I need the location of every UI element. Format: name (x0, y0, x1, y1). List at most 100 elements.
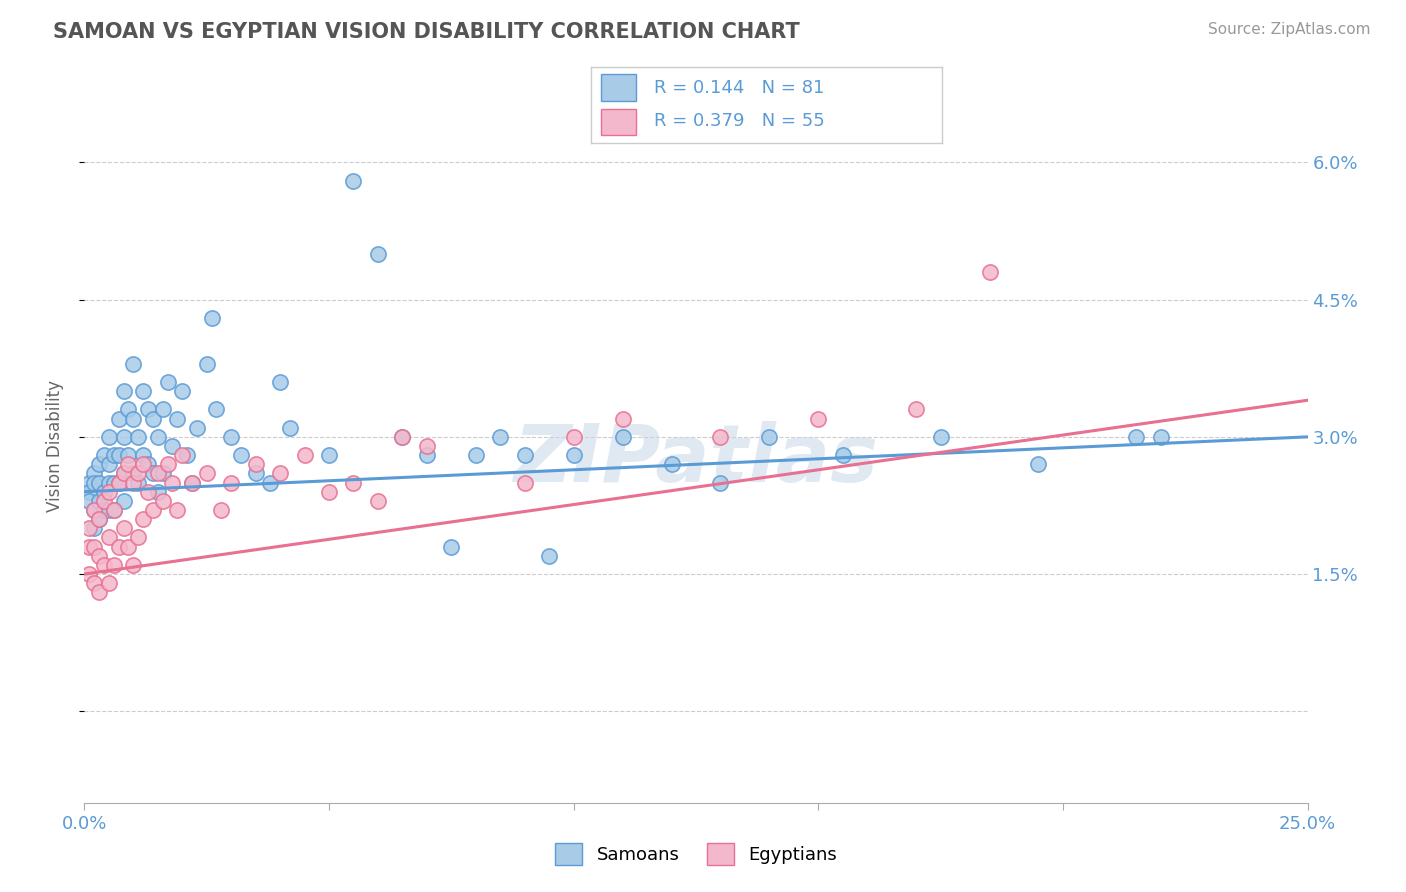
Point (132, 384, 155, 398)
Point (146, 484, 169, 499)
Point (83, 540, 105, 554)
Point (122, 467, 145, 481)
Text: ZIPatlas: ZIPatlas (513, 421, 879, 500)
Point (103, 448, 125, 462)
Point (162, 439, 184, 453)
Point (127, 467, 149, 481)
Point (489, 430, 512, 444)
Point (136, 458, 159, 472)
Point (117, 458, 139, 472)
Point (103, 475, 125, 490)
Point (83, 503, 105, 517)
Point (97, 458, 120, 472)
Point (87, 512, 110, 526)
Point (127, 475, 149, 490)
Point (87, 549, 110, 563)
Point (661, 458, 683, 472)
Point (709, 475, 731, 490)
Point (87, 494, 110, 508)
Point (416, 448, 439, 462)
Point (93, 494, 115, 508)
Point (107, 540, 129, 554)
Point (612, 411, 634, 425)
Point (416, 439, 439, 453)
Point (132, 448, 155, 462)
Point (391, 430, 413, 444)
Point (709, 430, 731, 444)
Text: R = 0.144   N = 81: R = 0.144 N = 81 (654, 79, 824, 97)
Point (122, 475, 145, 490)
Point (1125, 430, 1147, 444)
Point (87, 475, 110, 490)
Point (97, 503, 120, 517)
Point (142, 411, 165, 425)
Point (103, 503, 125, 517)
Point (513, 475, 536, 490)
Point (831, 448, 853, 462)
Point (318, 484, 340, 499)
Point (513, 448, 536, 462)
Point (156, 375, 179, 389)
Point (83, 467, 105, 481)
Point (132, 458, 155, 472)
Point (1150, 430, 1173, 444)
Legend: Samoans, Egyptians: Samoans, Egyptians (548, 836, 844, 872)
Point (195, 467, 218, 481)
FancyBboxPatch shape (602, 75, 636, 101)
Point (219, 475, 242, 490)
Point (112, 467, 135, 481)
Point (93, 503, 115, 517)
Point (318, 448, 340, 462)
Point (127, 531, 149, 545)
Point (97, 531, 120, 545)
Point (195, 357, 218, 371)
Point (152, 494, 174, 508)
Point (181, 475, 204, 490)
Point (294, 448, 316, 462)
Point (122, 558, 145, 572)
Point (342, 174, 364, 188)
Point (562, 448, 585, 462)
Point (112, 467, 135, 481)
Point (77, 521, 100, 535)
Point (97, 475, 120, 490)
Text: Source: ZipAtlas.com: Source: ZipAtlas.com (1208, 22, 1371, 37)
Point (205, 402, 228, 417)
Point (136, 402, 159, 417)
Point (107, 475, 129, 490)
Point (77, 475, 100, 490)
Point (87, 512, 110, 526)
Text: SAMOAN VS EGYPTIAN VISION DISABILITY CORRELATION CHART: SAMOAN VS EGYPTIAN VISION DISABILITY COR… (53, 22, 800, 42)
Point (93, 484, 115, 499)
Point (97, 484, 120, 499)
Point (929, 430, 952, 444)
Point (758, 430, 780, 444)
Point (229, 448, 252, 462)
Point (83, 576, 105, 591)
Point (612, 430, 634, 444)
Point (112, 430, 135, 444)
Point (176, 448, 198, 462)
Point (807, 411, 830, 425)
Point (112, 494, 135, 508)
Point (107, 475, 129, 490)
Point (440, 540, 463, 554)
Point (162, 475, 184, 490)
Point (1028, 458, 1050, 472)
Point (562, 430, 585, 444)
Point (146, 467, 169, 481)
Point (391, 430, 413, 444)
Point (219, 430, 242, 444)
Point (142, 503, 165, 517)
Point (181, 475, 204, 490)
Point (122, 357, 145, 371)
Point (156, 458, 179, 472)
Point (77, 567, 100, 582)
Point (117, 448, 139, 462)
Point (93, 448, 115, 462)
Point (77, 484, 100, 499)
Point (136, 484, 159, 499)
Point (103, 503, 125, 517)
Point (83, 503, 105, 517)
Point (112, 384, 135, 398)
